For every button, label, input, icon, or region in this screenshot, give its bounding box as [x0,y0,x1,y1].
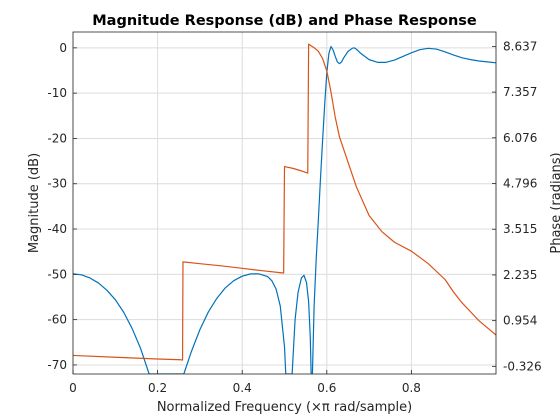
x-tick-label: 0.4 [233,381,252,395]
magnitude-response-line [73,45,496,374]
y-axis-label-right: Phase (radians) [549,152,560,253]
x-tick-label: 0.2 [148,381,167,395]
y-tick-label-right: -0.326 [503,359,542,373]
y-tick-label-left: -30 [47,177,67,191]
plot-area-border [72,31,497,375]
x-tick-label: 0.6 [317,381,336,395]
y-tick-label-left: -40 [47,222,67,236]
y-tick-label-right: 6.076 [503,131,537,145]
x-axis-label: Normalized Frequency (×π rad/sample) [157,400,412,415]
x-tick-label: 0.8 [402,381,421,395]
right-tick-labels: 8.637 7.357 6.076 4.796 3.515 2.235 0.954 -0.32… [492,39,542,373]
y-tick-label-right: 0.954 [503,314,537,328]
y-tick-label-left: -20 [47,131,67,145]
y-tick-label-right: 7.357 [503,85,537,99]
y-tick-label-left: -60 [47,313,67,327]
y-tick-label-left: -70 [47,358,67,372]
y-tick-label-left: -50 [47,267,67,281]
y-tick-label-left: -10 [47,86,67,100]
x-tick-labels: 0 0.2 0.4 0.6 0.8 [69,370,421,395]
y-tick-label-right: 4.796 [503,177,537,191]
phase-response-line [73,43,496,361]
x-tick-label: 0 [69,381,77,395]
series-layer [73,43,496,374]
left-tick-labels: 0 -10 -20 -30 -40 -50 -60 -70 [47,41,77,372]
chart-title: Magnitude Response (dB) and Phase Respon… [92,13,477,29]
y-tick-label-left: 0 [59,41,67,55]
y-axis-label-left: Magnitude (dB) [27,153,42,253]
y-tick-label-right: 3.515 [503,222,537,236]
y-tick-label-right: 2.235 [503,268,537,282]
y-tick-label-right: 8.637 [503,39,537,53]
